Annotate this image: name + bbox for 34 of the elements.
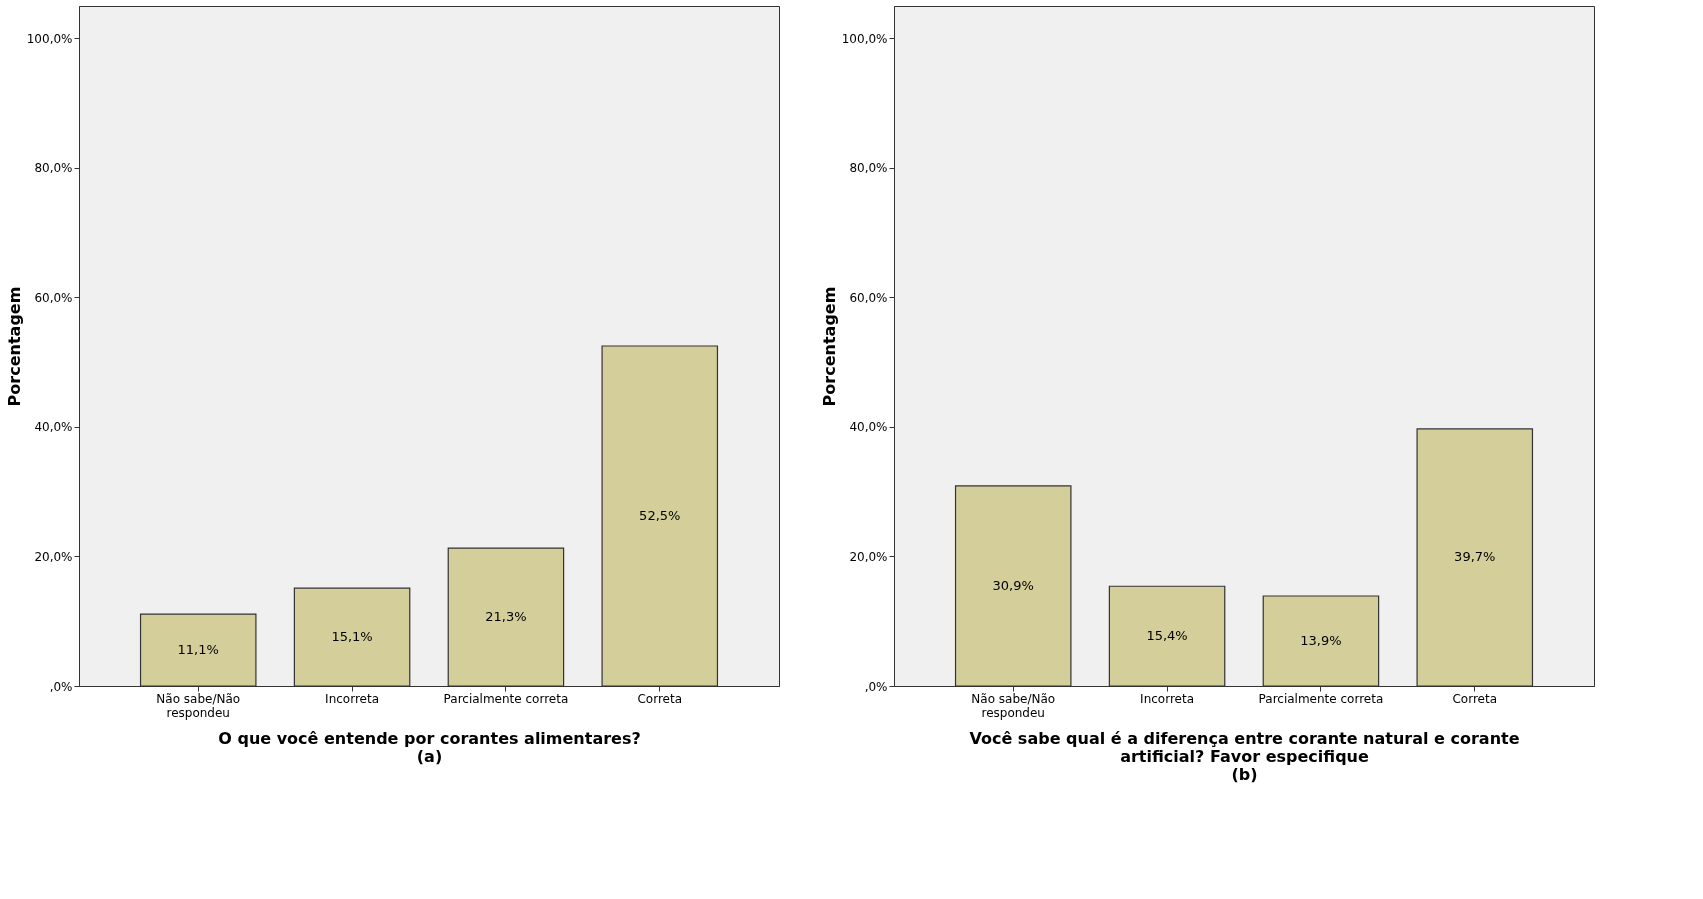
data-label: 13,9% bbox=[1300, 632, 1342, 648]
data-label: 11,1% bbox=[177, 642, 219, 658]
y-axis-title: Porcentagem bbox=[819, 286, 839, 407]
data-label: 30,9% bbox=[992, 577, 1034, 593]
y-tick-label: 80,0% bbox=[34, 161, 73, 176]
y-tick-label: ,0% bbox=[864, 679, 888, 694]
text: (b) bbox=[1231, 764, 1258, 784]
y-tick-label: 100,0% bbox=[841, 31, 888, 46]
data-label: 52,5% bbox=[639, 508, 681, 523]
y-tick-label: 60,0% bbox=[34, 290, 73, 305]
data-label: 21,3% bbox=[485, 609, 527, 625]
x-tick-label: Parcialmente correta bbox=[1258, 691, 1384, 706]
x-tick-label: Não sabe/Não respondeu bbox=[156, 691, 241, 720]
x-tick-label: Parcialmente correta bbox=[443, 691, 569, 706]
x-tick-label: Correta bbox=[1452, 691, 1498, 706]
x-tick-label: Correta bbox=[637, 691, 683, 706]
x-tick-label: Não sabe/Não respondeu bbox=[971, 691, 1056, 720]
y-tick-label: 100,0% bbox=[26, 31, 73, 46]
x-axis-title: Você sabe qual é a diferença entre corante natural e corante artificial? Favor especifique bbox=[969, 728, 1520, 766]
y-tick-label: 40,0% bbox=[34, 420, 73, 435]
y-tick-label: 80,0% bbox=[849, 161, 888, 176]
y-tick-label: 20,0% bbox=[849, 549, 888, 564]
data-label: 15,4% bbox=[1146, 628, 1188, 644]
y-tick-label: 20,0% bbox=[34, 549, 73, 564]
x-tick-label: Incorreta bbox=[325, 691, 380, 706]
data-label: 15,1% bbox=[331, 629, 373, 645]
y-tick-label: 60,0% bbox=[849, 290, 888, 305]
y-axis-title: Porcentagem bbox=[4, 286, 24, 407]
x-axis-title: O que você entende por corantes alimentares? bbox=[218, 728, 641, 748]
text: (a) bbox=[416, 746, 443, 766]
y-tick-label: 40,0% bbox=[849, 420, 888, 435]
x-tick-label: Incorreta bbox=[1140, 691, 1195, 706]
data-label: 39,7% bbox=[1454, 549, 1496, 565]
y-tick-label: ,0% bbox=[49, 679, 73, 694]
